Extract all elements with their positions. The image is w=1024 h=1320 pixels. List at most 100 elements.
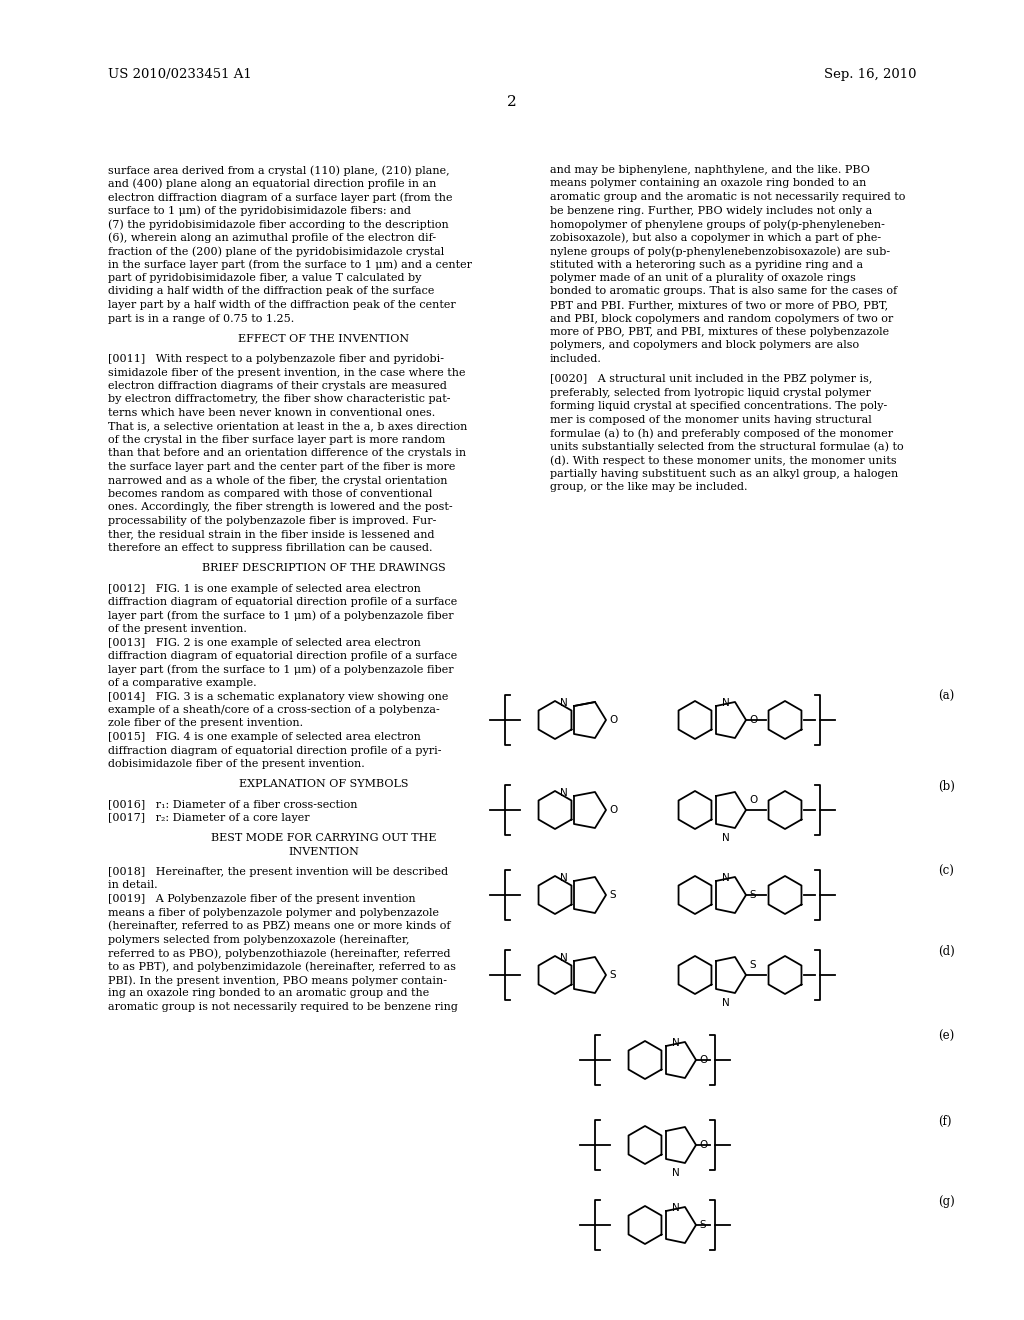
Text: nylene groups of poly(p-phenylenebenzobisoxazole) are sub-: nylene groups of poly(p-phenylenebenzobi…: [550, 246, 890, 256]
Text: fraction of the (200) plane of the pyridobisimidazole crystal: fraction of the (200) plane of the pyrid…: [108, 246, 444, 256]
Text: mer is composed of the monomer units having structural: mer is composed of the monomer units hav…: [550, 414, 871, 425]
Text: forming liquid crystal at specified concentrations. The poly-: forming liquid crystal at specified conc…: [550, 401, 887, 412]
Text: [0020]   A structural unit included in the PBZ polymer is,: [0020] A structural unit included in the…: [550, 375, 872, 384]
Text: O: O: [749, 795, 757, 805]
Text: (b): (b): [938, 780, 954, 793]
Text: referred to as PBO), polybenzothiazole (hereinafter, referred: referred to as PBO), polybenzothiazole (…: [108, 948, 451, 958]
Text: BRIEF DESCRIPTION OF THE DRAWINGS: BRIEF DESCRIPTION OF THE DRAWINGS: [202, 564, 445, 573]
Text: example of a sheath/core of a cross-section of a polybenza-: example of a sheath/core of a cross-sect…: [108, 705, 439, 715]
Text: PBT and PBI. Further, mixtures of two or more of PBO, PBT,: PBT and PBI. Further, mixtures of two or…: [550, 300, 888, 310]
Text: polymers selected from polybenzoxazole (hereinafter,: polymers selected from polybenzoxazole (…: [108, 935, 410, 945]
Text: units substantially selected from the structural formulae (a) to: units substantially selected from the st…: [550, 442, 903, 453]
Text: becomes random as compared with those of conventional: becomes random as compared with those of…: [108, 488, 432, 499]
Text: N: N: [560, 788, 568, 799]
Text: O: O: [609, 715, 617, 725]
Text: [0016]   r₁: Diameter of a fiber cross-section: [0016] r₁: Diameter of a fiber cross-sec…: [108, 800, 357, 809]
Text: the surface layer part and the center part of the fiber is more: the surface layer part and the center pa…: [108, 462, 456, 473]
Text: N: N: [722, 698, 730, 708]
Text: processability of the polybenzazole fiber is improved. Fur-: processability of the polybenzazole fibe…: [108, 516, 436, 525]
Text: N: N: [672, 1203, 680, 1213]
Text: electron diffraction diagrams of their crystals are measured: electron diffraction diagrams of their c…: [108, 381, 446, 391]
Text: than that before and an orientation difference of the crystals in: than that before and an orientation diff…: [108, 449, 466, 458]
Text: diffraction diagram of equatorial direction profile of a surface: diffraction diagram of equatorial direct…: [108, 651, 458, 661]
Text: to as PBT), and polybenzimidazole (hereinafter, referred to as: to as PBT), and polybenzimidazole (herei…: [108, 961, 456, 972]
Text: surface to 1 μm) of the pyridobisimidazole fibers: and: surface to 1 μm) of the pyridobisimidazo…: [108, 206, 411, 216]
Text: preferably, selected from lyotropic liquid crystal polymer: preferably, selected from lyotropic liqu…: [550, 388, 870, 397]
Text: partially having substituent such as an alkyl group, a halogen: partially having substituent such as an …: [550, 469, 898, 479]
Text: formulae (a) to (h) and preferably composed of the monomer: formulae (a) to (h) and preferably compo…: [550, 428, 893, 438]
Text: [0014]   FIG. 3 is a schematic explanatory view showing one: [0014] FIG. 3 is a schematic explanatory…: [108, 692, 449, 701]
Text: (c): (c): [938, 865, 954, 878]
Text: layer part (from the surface to 1 μm) of a polybenzazole fiber: layer part (from the surface to 1 μm) of…: [108, 664, 454, 675]
Text: 2: 2: [507, 95, 517, 110]
Text: (d): (d): [938, 945, 954, 958]
Text: EFFECT OF THE INVENTION: EFFECT OF THE INVENTION: [239, 334, 410, 343]
Text: US 2010/0233451 A1: US 2010/0233451 A1: [108, 69, 252, 81]
Text: [0012]   FIG. 1 is one example of selected area electron: [0012] FIG. 1 is one example of selected…: [108, 583, 421, 594]
Text: polymer made of an unit of a plurality of oxazole rings: polymer made of an unit of a plurality o…: [550, 273, 856, 282]
Text: O: O: [749, 715, 757, 725]
Text: aromatic group and the aromatic is not necessarily required to: aromatic group and the aromatic is not n…: [550, 191, 905, 202]
Text: (hereinafter, referred to as PBZ) means one or more kinds of: (hereinafter, referred to as PBZ) means …: [108, 921, 451, 932]
Text: homopolymer of phenylene groups of poly(p-phenyleneben-: homopolymer of phenylene groups of poly(…: [550, 219, 885, 230]
Text: diffraction diagram of equatorial direction profile of a surface: diffraction diagram of equatorial direct…: [108, 597, 458, 607]
Text: EXPLANATION OF SYMBOLS: EXPLANATION OF SYMBOLS: [240, 779, 409, 789]
Text: diffraction diagram of equatorial direction profile of a pyri-: diffraction diagram of equatorial direct…: [108, 746, 441, 755]
Text: [0018]   Hereinafter, the present invention will be described: [0018] Hereinafter, the present inventio…: [108, 867, 449, 876]
Text: (f): (f): [938, 1115, 951, 1129]
Text: and (400) plane along an equatorial direction profile in an: and (400) plane along an equatorial dire…: [108, 178, 436, 189]
Text: N: N: [672, 1168, 680, 1177]
Text: more of PBO, PBT, and PBI, mixtures of these polybenzazole: more of PBO, PBT, and PBI, mixtures of t…: [550, 327, 889, 337]
Text: electron diffraction diagram of a surface layer part (from the: electron diffraction diagram of a surfac…: [108, 191, 453, 202]
Text: layer part by a half width of the diffraction peak of the center: layer part by a half width of the diffra…: [108, 300, 456, 310]
Text: [0015]   FIG. 4 is one example of selected area electron: [0015] FIG. 4 is one example of selected…: [108, 733, 421, 742]
Text: by electron diffractometry, the fiber show characteristic pat-: by electron diffractometry, the fiber sh…: [108, 395, 451, 404]
Text: layer part (from the surface to 1 μm) of a polybenzazole fiber: layer part (from the surface to 1 μm) of…: [108, 610, 454, 622]
Text: S: S: [699, 1220, 707, 1230]
Text: N: N: [722, 873, 730, 883]
Text: polymers, and copolymers and block polymers are also: polymers, and copolymers and block polym…: [550, 341, 859, 351]
Text: N: N: [722, 833, 730, 843]
Text: (7) the pyridobisimidazole fiber according to the description: (7) the pyridobisimidazole fiber accordi…: [108, 219, 449, 230]
Text: [0017]   r₂: Diameter of a core layer: [0017] r₂: Diameter of a core layer: [108, 813, 309, 822]
Text: S: S: [609, 890, 616, 900]
Text: O: O: [698, 1140, 708, 1150]
Text: and may be biphenylene, naphthylene, and the like. PBO: and may be biphenylene, naphthylene, and…: [550, 165, 869, 176]
Text: S: S: [750, 890, 757, 900]
Text: N: N: [672, 1038, 680, 1048]
Text: PBI). In the present invention, PBO means polymer contain-: PBI). In the present invention, PBO mean…: [108, 975, 447, 986]
Text: in the surface layer part (from the surface to 1 μm) and a center: in the surface layer part (from the surf…: [108, 260, 472, 271]
Text: stituted with a heteroring such as a pyridine ring and a: stituted with a heteroring such as a pyr…: [550, 260, 863, 269]
Text: means a fiber of polybenzazole polymer and polybenzazole: means a fiber of polybenzazole polymer a…: [108, 908, 439, 917]
Text: N: N: [560, 873, 568, 883]
Text: means polymer containing an oxazole ring bonded to an: means polymer containing an oxazole ring…: [550, 178, 866, 189]
Text: O: O: [609, 805, 617, 814]
Text: of the present invention.: of the present invention.: [108, 624, 247, 634]
Text: S: S: [609, 970, 616, 979]
Text: That is, a selective orientation at least in the a, b axes direction: That is, a selective orientation at leas…: [108, 421, 467, 432]
Text: therefore an effect to suppress fibrillation can be caused.: therefore an effect to suppress fibrilla…: [108, 543, 432, 553]
Text: (6), wherein along an azimuthal profile of the electron dif-: (6), wherein along an azimuthal profile …: [108, 232, 436, 243]
Text: and PBI, block copolymers and random copolymers of two or: and PBI, block copolymers and random cop…: [550, 314, 893, 323]
Text: ing an oxazole ring bonded to an aromatic group and the: ing an oxazole ring bonded to an aromati…: [108, 989, 429, 998]
Text: Sep. 16, 2010: Sep. 16, 2010: [823, 69, 916, 81]
Text: O: O: [698, 1055, 708, 1065]
Text: N: N: [560, 698, 568, 708]
Text: be benzene ring. Further, PBO widely includes not only a: be benzene ring. Further, PBO widely inc…: [550, 206, 872, 215]
Text: ones. Accordingly, the fiber strength is lowered and the post-: ones. Accordingly, the fiber strength is…: [108, 503, 453, 512]
Text: BEST MODE FOR CARRYING OUT THE: BEST MODE FOR CARRYING OUT THE: [211, 833, 437, 843]
Text: ther, the residual strain in the fiber inside is lessened and: ther, the residual strain in the fiber i…: [108, 529, 434, 540]
Text: aromatic group is not necessarily required to be benzene ring: aromatic group is not necessarily requir…: [108, 1002, 458, 1012]
Text: bonded to aromatic groups. That is also same for the cases of: bonded to aromatic groups. That is also …: [550, 286, 897, 297]
Text: (a): (a): [938, 690, 954, 704]
Text: (g): (g): [938, 1195, 954, 1208]
Text: [0019]   A Polybenzazole fiber of the present invention: [0019] A Polybenzazole fiber of the pres…: [108, 894, 416, 904]
Text: (d). With respect to these monomer units, the monomer units: (d). With respect to these monomer units…: [550, 455, 897, 466]
Text: zole fiber of the present invention.: zole fiber of the present invention.: [108, 718, 303, 729]
Text: of a comparative example.: of a comparative example.: [108, 678, 257, 688]
Text: narrowed and as a whole of the fiber, the crystal orientation: narrowed and as a whole of the fiber, th…: [108, 475, 447, 486]
Text: part of pyridobisimidazole fiber, a value T calculated by: part of pyridobisimidazole fiber, a valu…: [108, 273, 421, 282]
Text: group, or the like may be included.: group, or the like may be included.: [550, 482, 748, 492]
Text: terns which have been never known in conventional ones.: terns which have been never known in con…: [108, 408, 435, 418]
Text: N: N: [560, 953, 568, 964]
